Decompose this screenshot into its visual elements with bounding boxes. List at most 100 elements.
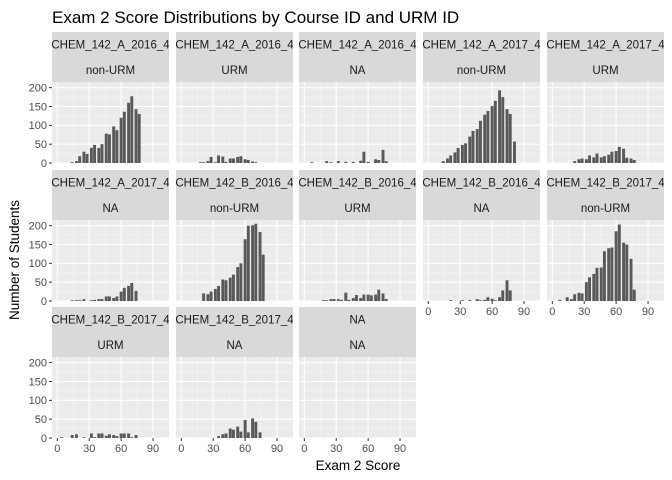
histogram-bar: [100, 299, 104, 301]
histogram-bar: [231, 274, 235, 301]
histogram-bar: [246, 432, 250, 438]
histogram-bar: [351, 297, 355, 301]
histogram-bar: [374, 159, 378, 163]
histogram-bar: [122, 111, 126, 163]
histogram-bar: [513, 141, 516, 163]
histogram-bar: [490, 106, 494, 163]
histogram-bar: [359, 297, 363, 301]
histogram-bar: [231, 158, 235, 163]
y-tick-label: 150: [29, 101, 47, 113]
histogram-bar: [231, 429, 235, 438]
histogram-bar: [202, 162, 206, 163]
histogram-bar: [329, 299, 333, 301]
histogram-bar: [119, 433, 123, 438]
histogram-bar: [209, 156, 213, 163]
facet-course-label: CHEM_142_A_2016_4: [298, 40, 417, 52]
histogram-bar: [130, 282, 134, 301]
histogram-bar: [464, 143, 468, 163]
histogram-bar: [251, 225, 255, 301]
histogram-bar: [85, 153, 89, 163]
histogram-bar: [202, 293, 206, 301]
facet-strip-urm: [423, 57, 540, 82]
panel-background: [176, 82, 293, 163]
y-tick-label: 100: [29, 395, 47, 407]
histogram-bar: [336, 161, 340, 163]
facet-strip-course: [547, 170, 664, 195]
histogram-bar: [107, 134, 111, 163]
histogram-bar: [366, 161, 370, 163]
panel-background: [299, 357, 416, 438]
y-tick-label: 100: [29, 120, 47, 132]
histogram-bar: [490, 298, 494, 301]
histogram-bar: [134, 109, 138, 163]
y-tick-label: 150: [29, 239, 47, 251]
facet-urm-label: URM: [592, 65, 618, 77]
facet-urm-label: non-URM: [581, 203, 630, 215]
histogram-bar: [381, 149, 385, 163]
histogram-bar: [369, 295, 373, 301]
y-tick-label: 50: [35, 277, 47, 289]
histogram-bar: [347, 299, 351, 301]
histogram-bar: [565, 297, 569, 301]
histogram-bar: [460, 144, 464, 163]
histogram-bar: [93, 437, 97, 438]
facet-panel: CHEM_142_B_2017_4 NA 0 30 60 90: [175, 307, 294, 455]
histogram-bar: [78, 156, 82, 163]
y-tick-label: 150: [29, 376, 47, 388]
histogram-bar: [622, 148, 626, 163]
facet-strip-course: [299, 32, 416, 57]
facet-strip-course: [52, 170, 169, 195]
panel-background: [52, 357, 169, 438]
histogram-bar: [104, 435, 108, 438]
facet-panel: CHEM_142_A_2017_4 NA 0 50 100 150 200: [29, 170, 169, 308]
facet-course-label: CHEM_142_B_2017_4: [175, 315, 294, 327]
histogram-bar: [501, 97, 505, 163]
x-tick-label: 60: [239, 443, 251, 455]
histogram-bar: [580, 293, 584, 301]
histogram-bar: [112, 434, 116, 438]
histogram-bar: [351, 161, 355, 163]
histogram-bar: [251, 161, 255, 163]
histogram-bar: [573, 294, 577, 301]
facet-strip-urm: [176, 195, 293, 220]
x-tick-label: 30: [330, 443, 342, 455]
facet-course-label: CHEM_142_A_2016_4: [175, 40, 294, 52]
histogram-bar: [340, 299, 344, 301]
histogram-bar: [498, 90, 502, 163]
histogram-bar: [254, 162, 258, 163]
histogram-bar: [82, 151, 86, 163]
x-tick-label: 30: [83, 443, 95, 455]
histogram-bar: [243, 239, 247, 301]
histogram-bar: [122, 433, 126, 438]
chart-title: Exam 2 Score Distributions by Course ID …: [52, 8, 459, 27]
histogram-bar: [228, 277, 232, 301]
histogram-bar: [75, 434, 78, 438]
histogram-bar: [366, 294, 370, 301]
facet-urm-label: non-URM: [457, 65, 506, 77]
histogram-bar: [254, 223, 258, 301]
histogram-bar: [584, 282, 588, 301]
histogram-bar: [607, 154, 611, 163]
histogram-bar: [70, 300, 74, 301]
histogram-bar: [577, 159, 581, 163]
facet-panel: CHEM_142_A_2017_4 URM: [547, 32, 664, 164]
panel-background: [52, 220, 169, 301]
histogram-bar: [486, 111, 490, 163]
facet-panel: NA NA 0 30 60 90: [299, 307, 416, 455]
histogram-bar: [632, 159, 636, 163]
histogram-bar: [483, 299, 487, 301]
panel-background: [547, 82, 664, 163]
histogram-bar: [134, 434, 138, 438]
facet-panel: CHEM_142_A_2016_4 URM: [175, 32, 294, 164]
histogram-bar: [89, 433, 93, 438]
histogram-bar: [115, 130, 119, 163]
histogram-bar: [82, 299, 86, 301]
x-tick-label: 90: [147, 443, 159, 455]
histogram-bar: [607, 248, 611, 301]
histogram-bar: [100, 144, 104, 163]
histogram-bar: [213, 162, 217, 163]
facet-strip-urm: [299, 57, 416, 82]
histogram-bar: [239, 263, 243, 301]
histogram-bar: [471, 130, 475, 163]
histogram-bar: [127, 433, 131, 438]
